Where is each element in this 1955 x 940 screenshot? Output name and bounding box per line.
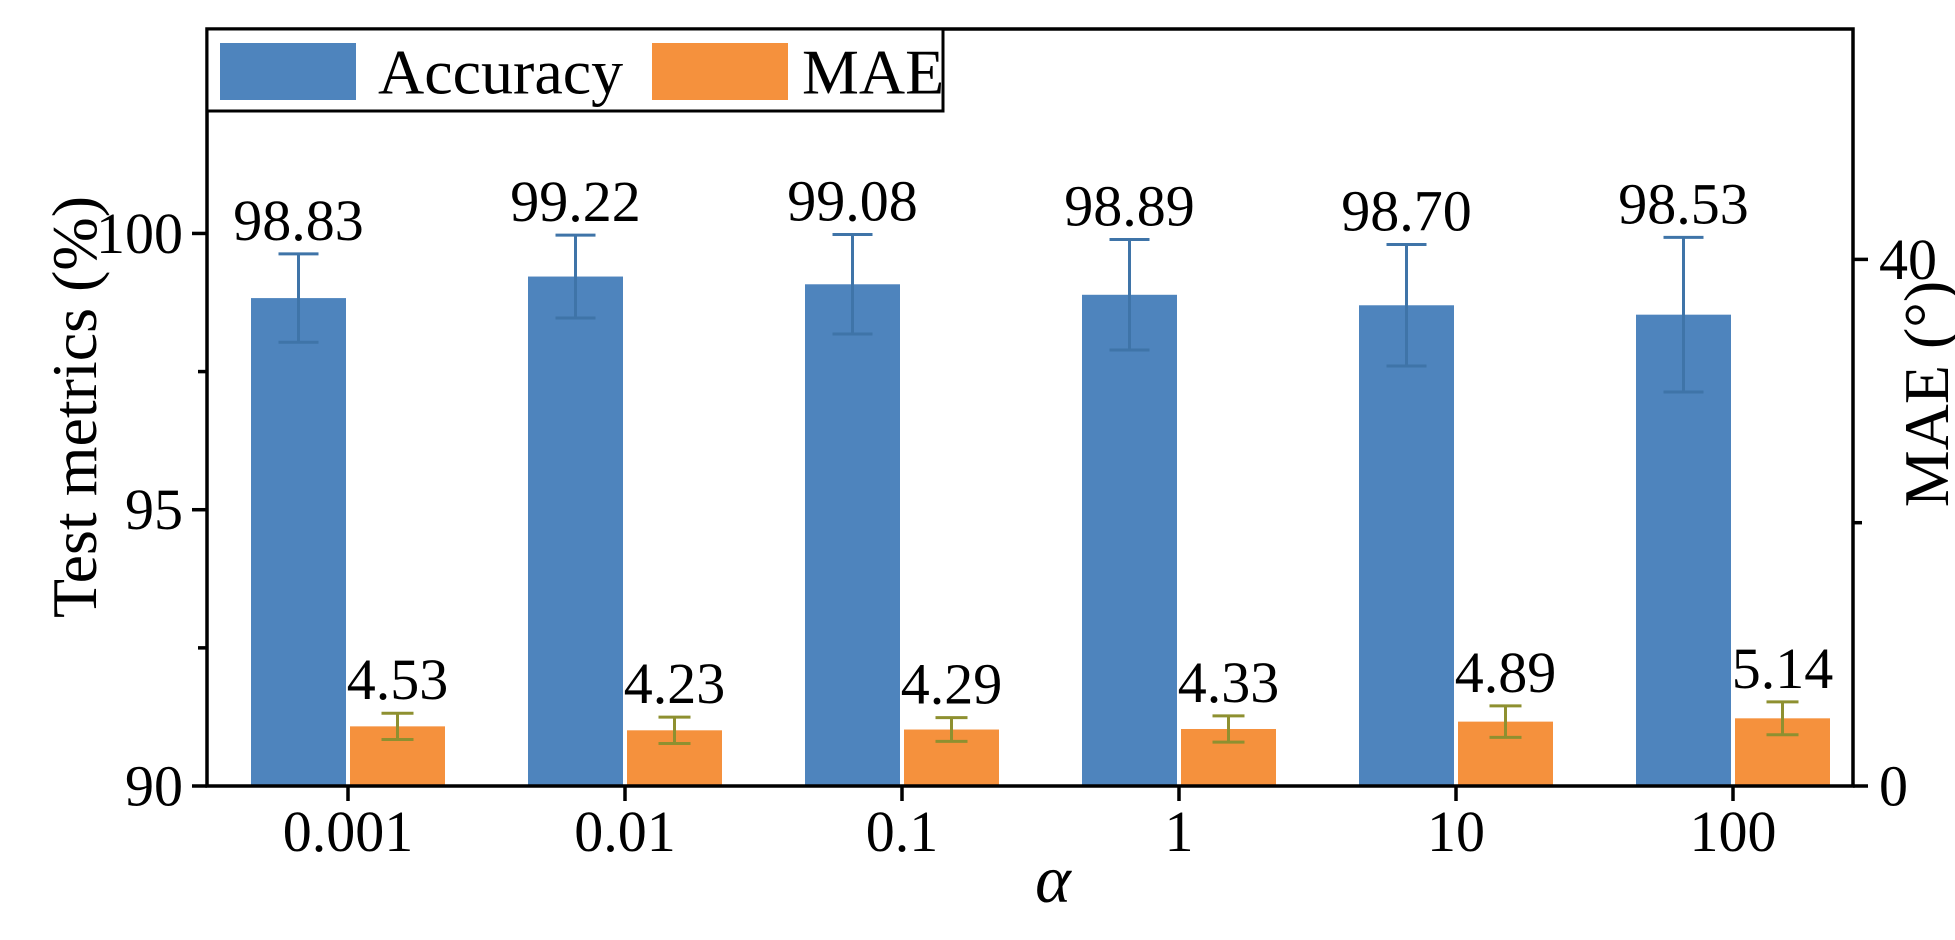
left-axis-tick-label: 100 xyxy=(96,201,183,266)
legend-swatch-mae xyxy=(652,43,788,100)
left-axis-title: Test metrics (%) xyxy=(40,196,110,618)
bar-accuracy-10 xyxy=(1359,305,1454,786)
bar-accuracy-0.1 xyxy=(805,284,900,786)
value-label-mae-0.1: 4.29 xyxy=(901,652,1003,717)
bar-accuracy-0.001 xyxy=(251,298,346,786)
value-label-accuracy-1: 98.89 xyxy=(1064,174,1195,239)
x-axis-tick-label: 0.01 xyxy=(574,799,676,864)
x-axis-tick-label: 1 xyxy=(1165,799,1194,864)
x-axis-tick-label: 10 xyxy=(1427,799,1485,864)
x-axis-title: α xyxy=(1035,841,1072,917)
error-bar-mae-10 xyxy=(1489,704,1522,739)
legend-swatch-accuracy xyxy=(220,43,356,100)
right-axis-tick-label: 40 xyxy=(1879,227,1937,292)
value-label-mae-0.001: 4.53 xyxy=(347,647,449,712)
error-bar-accuracy-1 xyxy=(1109,238,1150,352)
left-axis-tick-label: 95 xyxy=(125,477,183,542)
value-label-accuracy-0.1: 99.08 xyxy=(787,169,918,234)
error-bar-accuracy-0.001 xyxy=(278,252,319,344)
dual-axis-bar-chart: 98.83 4.53 99.22 4.23 99.08 4.29 98.89 4.33 98.7… xyxy=(40,16,1955,924)
error-bar-accuracy-0.1 xyxy=(832,233,873,336)
value-label-mae-100: 5.14 xyxy=(1732,636,1834,701)
bar-accuracy-1 xyxy=(1082,294,1177,786)
value-label-accuracy-0.01: 99.22 xyxy=(510,169,641,234)
error-bar-accuracy-10 xyxy=(1386,242,1427,368)
error-bar-mae-0.1 xyxy=(935,716,968,743)
value-label-accuracy-100: 98.53 xyxy=(1618,171,1749,236)
legend-label-mae: MAE xyxy=(802,37,944,108)
right-axis-tick-label: 0 xyxy=(1879,754,1908,819)
right-axis-title: MAE (°) xyxy=(1891,281,1955,507)
error-bar-mae-0.01 xyxy=(658,715,691,745)
bar-accuracy-0.01 xyxy=(528,276,623,786)
plot-frame xyxy=(205,27,1855,788)
x-axis-tick-label: 0.1 xyxy=(866,799,939,864)
error-bar-mae-1 xyxy=(1212,714,1245,744)
error-bar-accuracy-100 xyxy=(1663,235,1704,394)
error-bar-mae-100 xyxy=(1766,700,1799,737)
legend-label-accuracy: Accuracy xyxy=(378,37,623,108)
value-label-mae-10: 4.89 xyxy=(1455,640,1557,705)
value-label-mae-1: 4.33 xyxy=(1178,650,1280,715)
value-label-accuracy-10: 98.70 xyxy=(1341,178,1472,243)
error-bar-accuracy-0.01 xyxy=(555,233,596,320)
bar-chart-figure: 98.83 4.53 99.22 4.23 99.08 4.29 98.89 4.33 98.7… xyxy=(40,16,1955,924)
x-axis-tick-label: 0.001 xyxy=(283,799,414,864)
left-axis-tick-label: 90 xyxy=(125,754,183,819)
error-bar-mae-0.001 xyxy=(381,711,414,742)
x-axis-tick-label: 100 xyxy=(1690,799,1777,864)
value-label-mae-0.01: 4.23 xyxy=(624,651,726,716)
value-label-accuracy-0.001: 98.83 xyxy=(233,188,364,253)
